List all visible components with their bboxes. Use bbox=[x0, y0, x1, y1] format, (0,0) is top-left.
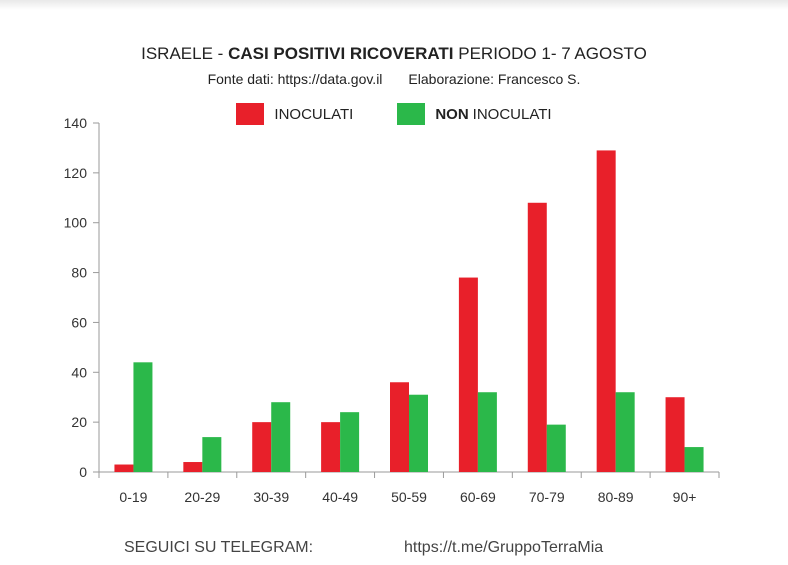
top-band bbox=[0, 0, 788, 10]
bar-unvaccinated-90+ bbox=[684, 447, 704, 472]
y-tick-label: 0 bbox=[79, 464, 87, 480]
legend-item-vaccinated: INOCULATI bbox=[236, 103, 353, 125]
bar-vaccinated-0-19 bbox=[114, 464, 134, 472]
legend-swatch-vaccinated bbox=[236, 103, 265, 125]
legend: INOCULATI NON INOCULATI bbox=[0, 103, 788, 125]
x-tick-label: 0-19 bbox=[119, 489, 147, 505]
bar-unvaccinated-70-79 bbox=[546, 424, 566, 472]
bar-vaccinated-60-69 bbox=[458, 277, 478, 472]
bar-unvaccinated-40-49 bbox=[340, 412, 360, 472]
x-tick-label: 70-79 bbox=[529, 489, 565, 505]
bar-vaccinated-70-79 bbox=[527, 202, 547, 472]
chart-subtitle: Fonte dati: https://data.gov.il Elaborazi… bbox=[0, 71, 788, 87]
y-tick-label: 60 bbox=[71, 314, 87, 330]
title-main: CASI POSITIVI RICOVERATI bbox=[228, 44, 454, 63]
bar-unvaccinated-0-19 bbox=[133, 362, 153, 472]
x-tick-label: 60-69 bbox=[460, 489, 496, 505]
legend-item-unvaccinated: NON INOCULATI bbox=[397, 103, 552, 125]
data-source: Fonte dati: https://data.gov.il bbox=[207, 71, 383, 87]
bar-vaccinated-40-49 bbox=[321, 422, 341, 472]
x-tick-label: 40-49 bbox=[322, 489, 358, 505]
y-tick-label: 80 bbox=[71, 265, 87, 281]
y-tick-label: 120 bbox=[64, 165, 88, 181]
title-prefix: ISRAELE - bbox=[141, 44, 224, 63]
bar-unvaccinated-60-69 bbox=[477, 392, 497, 472]
x-tick-label: 90+ bbox=[673, 489, 697, 505]
legend-label-unvaccinated-rest: INOCULATI bbox=[472, 105, 552, 123]
data-author: Elaborazione: Francesco S. bbox=[408, 71, 581, 87]
y-tick-label: 140 bbox=[64, 115, 88, 131]
y-tick-label: 40 bbox=[71, 364, 87, 380]
bar-unvaccinated-20-29 bbox=[202, 437, 222, 472]
footer-telegram-link[interactable]: https://t.me/GruppoTerraMia bbox=[404, 539, 604, 556]
bar-vaccinated-80-89 bbox=[596, 150, 616, 472]
y-tick-label: 100 bbox=[64, 215, 88, 231]
bar-unvaccinated-50-59 bbox=[409, 394, 428, 472]
x-tick-label: 50-59 bbox=[391, 489, 427, 505]
x-tick-label: 30-39 bbox=[253, 489, 289, 505]
legend-label-vaccinated: INOCULATI bbox=[274, 105, 354, 123]
legend-label-unvaccinated-bold: NON bbox=[435, 105, 469, 123]
bar-vaccinated-50-59 bbox=[390, 382, 409, 472]
x-tick-label: 80-89 bbox=[598, 489, 634, 505]
bar-vaccinated-90+ bbox=[665, 397, 685, 472]
bar-unvaccinated-80-89 bbox=[615, 392, 635, 472]
y-tick-label: 20 bbox=[71, 414, 87, 430]
bar-vaccinated-30-39 bbox=[252, 422, 272, 472]
footer-telegram-label: SEGUICI SU TELEGRAM: bbox=[124, 539, 314, 556]
bar-vaccinated-20-29 bbox=[183, 462, 203, 472]
x-tick-label: 20-29 bbox=[184, 489, 220, 505]
chart-title: ISRAELE - CASI POSITIVI RICOVERATI PERIO… bbox=[0, 44, 788, 64]
title-suffix: PERIODO 1- 7 AGOSTO bbox=[458, 44, 647, 63]
legend-swatch-unvaccinated bbox=[397, 103, 426, 125]
bar-unvaccinated-30-39 bbox=[271, 402, 291, 472]
